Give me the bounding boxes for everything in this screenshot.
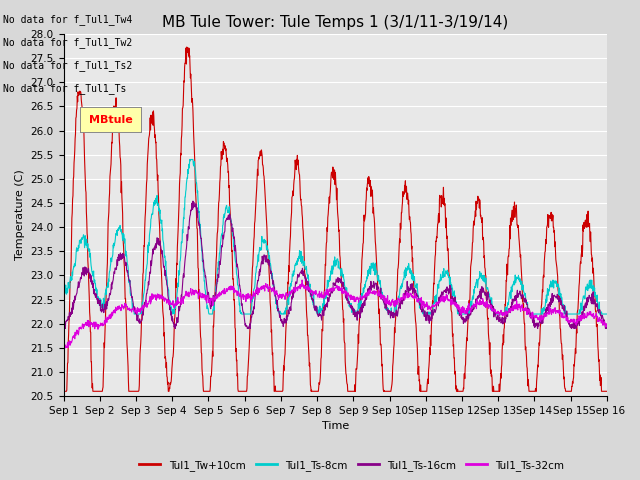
Text: No data for f_Tul1_Ts: No data for f_Tul1_Ts: [3, 83, 127, 94]
Tul1_Ts-32cm: [298, 277, 306, 283]
Tul1_Tw+10cm: [603, 388, 611, 394]
Tul1_Ts-16cm: [124, 274, 132, 279]
Y-axis label: Temperature (C): Temperature (C): [15, 169, 25, 261]
Tul1_Tw+10cm: [369, 210, 377, 216]
Title: MB Tule Tower: Tule Temps 1 (3/1/11-3/19/14): MB Tule Tower: Tule Temps 1 (3/1/11-3/19…: [162, 15, 508, 30]
Tul1_Ts-8cm: [186, 156, 193, 162]
Line: Tul1_Ts-8cm: Tul1_Ts-8cm: [63, 159, 607, 314]
Tul1_Ts-32cm: [603, 321, 611, 326]
Tul1_Tw+10cm: [102, 311, 109, 317]
Tul1_Ts-8cm: [370, 268, 378, 274]
Tul1_Ts-16cm: [603, 323, 611, 329]
Line: Tul1_Tw+10cm: Tul1_Tw+10cm: [63, 47, 607, 391]
Tul1_Ts-8cm: [302, 266, 310, 272]
Tul1_Tw+10cm: [291, 175, 298, 181]
Tul1_Ts-8cm: [291, 263, 299, 268]
Tul1_Ts-32cm: [102, 318, 109, 324]
Line: Tul1_Ts-16cm: Tul1_Ts-16cm: [63, 201, 607, 328]
Tul1_Ts-8cm: [312, 305, 319, 311]
Tul1_Tw+10cm: [183, 44, 191, 50]
Tul1_Ts-8cm: [124, 262, 132, 268]
Tul1_Ts-16cm: [302, 278, 310, 284]
Legend: Tul1_Tw+10cm, Tul1_Ts-8cm, Tul1_Ts-16cm, Tul1_Ts-32cm: Tul1_Tw+10cm, Tul1_Ts-8cm, Tul1_Ts-16cm,…: [135, 456, 569, 475]
X-axis label: Time: Time: [322, 421, 349, 432]
Tul1_Ts-16cm: [189, 198, 196, 204]
Tul1_Ts-16cm: [312, 305, 319, 311]
Tul1_Ts-8cm: [603, 311, 611, 317]
Tul1_Ts-32cm: [312, 292, 319, 298]
Tul1_Tw+10cm: [312, 388, 319, 394]
Tul1_Ts-32cm: [302, 284, 310, 289]
Tul1_Ts-32cm: [60, 345, 67, 351]
Tul1_Ts-8cm: [131, 311, 138, 317]
Tul1_Ts-16cm: [60, 320, 67, 326]
Line: Tul1_Ts-32cm: Tul1_Ts-32cm: [63, 280, 607, 348]
Tul1_Tw+10cm: [60, 388, 67, 394]
Text: No data for f_Tul1_Tw2: No data for f_Tul1_Tw2: [3, 36, 132, 48]
Tul1_Ts-16cm: [61, 325, 69, 331]
Tul1_Ts-8cm: [102, 290, 109, 296]
Tul1_Ts-16cm: [102, 306, 110, 312]
Text: MBtule: MBtule: [88, 115, 132, 124]
Text: No data for f_Tul1_Ts2: No data for f_Tul1_Ts2: [3, 60, 132, 71]
Tul1_Ts-16cm: [370, 279, 378, 285]
Tul1_Tw+10cm: [302, 288, 310, 293]
Tul1_Ts-32cm: [124, 307, 132, 312]
Text: No data for f_Tul1_Tw4: No data for f_Tul1_Tw4: [3, 13, 132, 24]
Tul1_Ts-16cm: [291, 286, 299, 292]
Tul1_Ts-8cm: [60, 286, 67, 291]
Tul1_Ts-32cm: [291, 284, 298, 290]
Tul1_Tw+10cm: [124, 356, 132, 362]
Tul1_Ts-32cm: [369, 288, 377, 294]
